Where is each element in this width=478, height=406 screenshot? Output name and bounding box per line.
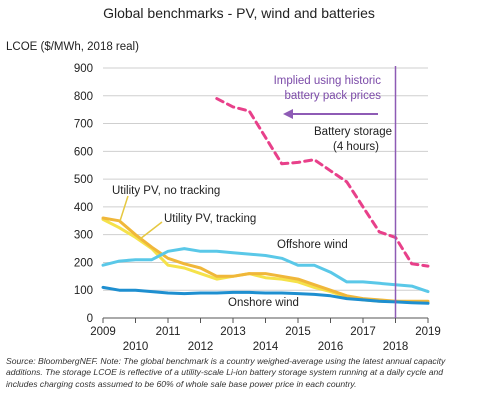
implied-annotation-line2: battery pack prices (284, 90, 381, 102)
series-line-onshore-wind (101, 285, 430, 305)
onshore-label: Onshore wind (228, 297, 299, 309)
x-tick-2016: 2016 (318, 341, 344, 353)
y-tick-600: 600 (74, 146, 93, 158)
y-tick-800: 800 (74, 91, 93, 103)
grid (102, 67, 429, 323)
series-lines (101, 97, 430, 305)
lcoe-chart: Global benchmarks - PV, wind and batteri… (6, 5, 441, 353)
pv-no-tracking-label: Utility PV, no tracking (112, 185, 220, 197)
x-tick-2011: 2011 (156, 326, 181, 338)
x-tick-2013: 2013 (220, 326, 246, 338)
y-tick-labels: 0 100 200 300 400 500 600 700 800 900 (74, 63, 93, 325)
chart-title: Global benchmarks - PV, wind and batteri… (103, 5, 375, 21)
y-tick-200: 200 (74, 257, 93, 269)
x-tick-2015: 2015 (285, 326, 311, 338)
series-line-battery-storage-4-hours (215, 97, 430, 268)
offshore-label: Offshore wind (277, 239, 348, 251)
x-tick-2009: 2009 (90, 326, 116, 338)
y-tick-700: 700 (74, 119, 93, 131)
x-tick-2018: 2018 (383, 341, 409, 353)
y-tick-900: 900 (74, 63, 93, 75)
series-line-offshore-wind (101, 247, 430, 294)
x-tick-2012: 2012 (188, 341, 214, 353)
battery-label-line2: (4 hours) (333, 141, 379, 153)
y-tick-100: 100 (74, 285, 93, 297)
y-tick-500: 500 (74, 174, 93, 186)
x-tick-labels: 2009 2011 2013 2015 2017 2019 2010 2012 2014 2016… (90, 326, 441, 353)
y-tick-400: 400 (74, 202, 93, 214)
x-tick-2010: 2010 (123, 341, 149, 353)
y-axis-label: LCOE ($/MWh, 2018 real) (6, 41, 139, 53)
battery-label-line1: Battery storage (314, 126, 392, 138)
y-tick-0: 0 (87, 313, 93, 325)
x-tick-2019: 2019 (415, 326, 441, 338)
implied-arrow (283, 109, 378, 119)
x-tick-2017: 2017 (350, 326, 376, 338)
x-tick-2014: 2014 (253, 341, 279, 353)
source-note: Source: BloombergNEF. Note: The global b… (6, 356, 446, 389)
pv-label-leaders (119, 195, 163, 240)
implied-annotation-line1: Implied using historic (274, 75, 382, 87)
pv-tracking-label: Utility PV, tracking (164, 213, 256, 225)
y-tick-300: 300 (74, 230, 93, 242)
